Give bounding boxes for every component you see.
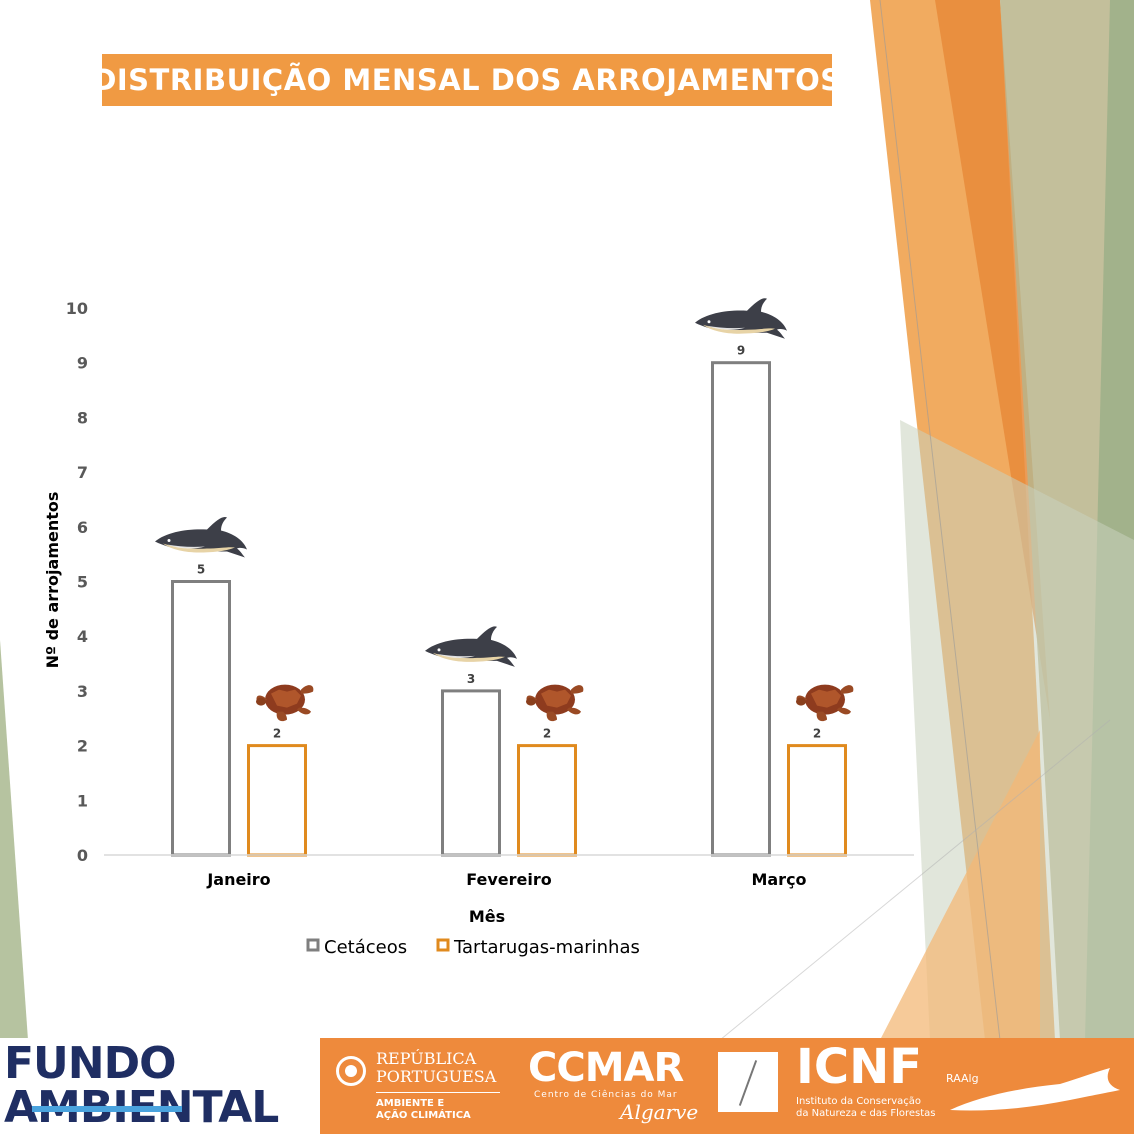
ccmar-region: Algarve bbox=[620, 1100, 699, 1124]
dolphin-icon bbox=[155, 517, 247, 558]
x-tick-label: Janeiro bbox=[206, 870, 270, 889]
republica-line2: PORTUGUESA bbox=[376, 1067, 497, 1086]
light-orange-shard bbox=[880, 730, 1040, 1040]
y-tick-label: 7 bbox=[77, 463, 88, 482]
legend-swatch bbox=[306, 938, 320, 952]
deco-line bbox=[719, 719, 1111, 1041]
data-label: 2 bbox=[543, 727, 551, 741]
icnf-logo: ICNF bbox=[796, 1039, 923, 1095]
turtle-icon bbox=[796, 684, 854, 722]
y-tick-label: 2 bbox=[77, 737, 88, 756]
icnf-leaf-icon bbox=[718, 1052, 778, 1112]
dolphin-icon bbox=[695, 298, 787, 339]
ambiente-line2: AÇÃO CLIMÁTICA bbox=[376, 1110, 471, 1121]
data-label: 9 bbox=[737, 344, 745, 358]
icnf-subtitle: Instituto da Conservação da Natureza e d… bbox=[796, 1096, 935, 1120]
y-tick-label: 5 bbox=[77, 573, 88, 592]
fundo-ambiental-logo: FUNDO AMBIENTAL bbox=[0, 1038, 318, 1134]
fundo-dash bbox=[32, 1106, 182, 1112]
republica-emblem-icon bbox=[336, 1056, 366, 1086]
data-label: 2 bbox=[813, 727, 821, 741]
turtle-icon bbox=[526, 684, 584, 722]
y-tick-label: 0 bbox=[77, 846, 88, 865]
republica-line1: REPÚBLICA bbox=[376, 1049, 477, 1068]
raalg-logo: RAAlg bbox=[946, 1072, 979, 1085]
y-tick-label: 8 bbox=[77, 408, 88, 427]
legend-label: Tartarugas-marinhas bbox=[453, 937, 640, 958]
data-label: 2 bbox=[273, 727, 281, 741]
left-green-shard bbox=[0, 640, 28, 1040]
bar-cetaceos bbox=[171, 580, 231, 857]
y-tick-label: 4 bbox=[77, 627, 88, 646]
pale-green-shard bbox=[900, 420, 1134, 1040]
ambiente-text: AMBIENTE E AÇÃO CLIMÁTICA bbox=[376, 1098, 471, 1122]
bar-cetaceos bbox=[711, 361, 771, 857]
y-tick-label: 6 bbox=[77, 518, 88, 537]
bar-tartarugas bbox=[787, 744, 847, 857]
x-tick-label: Março bbox=[751, 870, 806, 889]
dolphin-icon bbox=[425, 626, 517, 667]
republica-logo: REPÚBLICA PORTUGUESA bbox=[376, 1050, 496, 1086]
republica-divider bbox=[376, 1092, 500, 1093]
turtle-icon bbox=[256, 684, 314, 722]
bar-cetaceos bbox=[441, 689, 501, 857]
page-title: DISTRIBUIÇÃO MENSAL DOS ARROJAMENTOS bbox=[92, 63, 842, 97]
data-label: 5 bbox=[197, 563, 205, 577]
y-tick-label: 3 bbox=[77, 682, 88, 701]
bar-tartarugas bbox=[517, 744, 577, 857]
bar-chart: 0 1 2 3 4 5 6 7 8 9 10 5 2 3 2 9 2 Janeiro Fevereiro Març… bbox=[43, 298, 914, 958]
icnf-sub-line1: Instituto da Conservação bbox=[796, 1096, 922, 1107]
whale-logo-icon bbox=[950, 1068, 1120, 1111]
legend-label: Cetáceos bbox=[324, 937, 407, 958]
y-tick-label: 9 bbox=[77, 354, 88, 373]
y-tick-label: 10 bbox=[66, 299, 88, 318]
legend-swatch bbox=[436, 938, 450, 952]
data-label: 3 bbox=[467, 672, 475, 686]
y-tick-label: 1 bbox=[77, 791, 88, 810]
icnf-sub-line2: da Natureza e das Florestas bbox=[796, 1108, 936, 1119]
ambiente-line1: AMBIENTE E bbox=[376, 1098, 445, 1109]
x-tick-label: Fevereiro bbox=[466, 870, 552, 889]
deco-line bbox=[879, 0, 1001, 1041]
x-axis-label: Mês bbox=[469, 907, 505, 926]
y-axis-label: Nº de arrojamentos bbox=[43, 492, 62, 669]
bar-tartarugas bbox=[247, 744, 307, 857]
fundo-line1: FUNDO bbox=[4, 1038, 177, 1089]
legend: Cetáceos Tartarugas-marinhas bbox=[306, 937, 640, 958]
title-banner: DISTRIBUIÇÃO MENSAL DOS ARROJAMENTOS bbox=[92, 54, 841, 106]
partners-bar: REPÚBLICA PORTUGUESA AMBIENTE E AÇÃO CLI… bbox=[320, 1038, 1134, 1134]
ccmar-logo: CCMAR bbox=[528, 1045, 684, 1091]
ccmar-subtitle: Centro de Ciências do Mar bbox=[534, 1090, 678, 1100]
footer-logos: FUNDO AMBIENTAL REPÚBLICA PORTUGUESA AMB… bbox=[0, 1038, 1134, 1134]
